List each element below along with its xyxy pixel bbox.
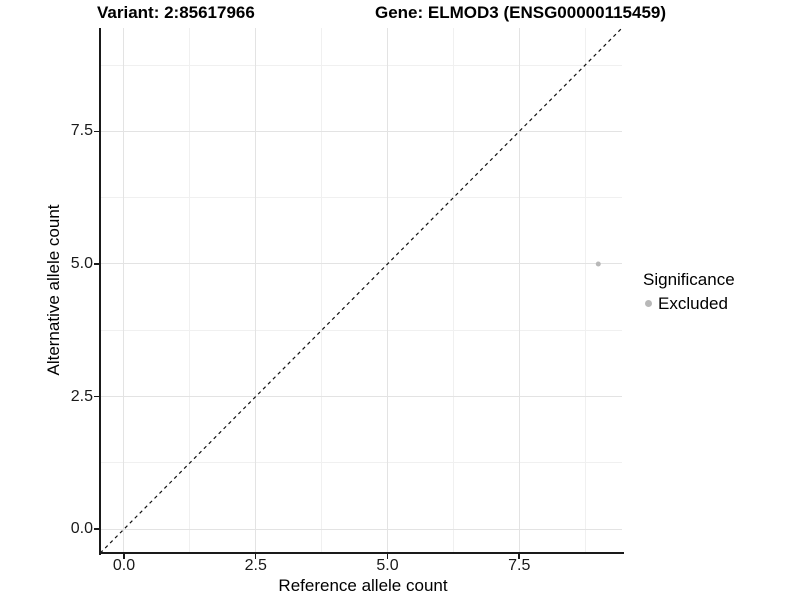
y-tick-mark xyxy=(94,395,99,398)
legend-key-dot xyxy=(645,300,652,307)
minor-gridline-horizontal xyxy=(100,329,622,331)
major-gridline-horizontal xyxy=(100,396,622,398)
y-tick-label: 7.5 xyxy=(70,122,93,140)
x-tick-mark xyxy=(386,554,389,559)
minor-gridline-vertical xyxy=(189,28,191,553)
minor-gridline-vertical xyxy=(452,28,454,553)
minor-gridline-horizontal xyxy=(100,462,622,464)
legend-entry-label: Excluded xyxy=(658,294,728,313)
identity-line xyxy=(100,28,622,553)
legend-entries: Excluded xyxy=(643,294,735,313)
plot-title-variant: Variant: 2:85617966 xyxy=(97,3,255,22)
legend: Significance Excluded xyxy=(643,270,735,313)
minor-gridline-horizontal xyxy=(100,197,622,199)
x-tick-label: 5.0 xyxy=(376,557,399,574)
major-gridline-vertical xyxy=(386,28,388,553)
x-tick-label: 7.5 xyxy=(508,557,531,574)
x-tick-label: 2.5 xyxy=(244,557,267,574)
plot-panel xyxy=(100,28,622,553)
y-tick-label: 5.0 xyxy=(70,254,93,272)
y-axis-line xyxy=(99,28,101,555)
minor-gridline-vertical xyxy=(321,28,323,553)
y-tick-label: 2.5 xyxy=(70,387,93,405)
major-gridline-vertical xyxy=(518,28,520,553)
x-tick-mark xyxy=(254,554,257,559)
y-tick-mark xyxy=(94,263,99,265)
major-gridline-vertical xyxy=(255,28,257,553)
y-axis-title: Alternative allele count xyxy=(44,204,63,376)
legend-entry: Excluded xyxy=(643,294,735,313)
major-gridline-vertical xyxy=(123,28,125,553)
major-gridline-horizontal xyxy=(100,528,622,530)
minor-gridline-horizontal xyxy=(100,64,622,66)
y-tick-label: 0.0 xyxy=(70,520,93,538)
y-tick-mark xyxy=(94,528,99,530)
legend-title: Significance xyxy=(643,270,735,289)
x-tick-label: 0.0 xyxy=(112,557,136,574)
plot-title-gene: Gene: ELMOD3 (ENSG00000115459) xyxy=(375,3,667,22)
major-gridline-horizontal xyxy=(100,130,622,132)
major-gridline-horizontal xyxy=(100,263,622,265)
y-tick-mark xyxy=(94,130,99,133)
panel-svg-layer xyxy=(100,28,622,553)
x-tick-mark xyxy=(123,554,125,559)
x-axis-title: Reference allele count xyxy=(278,576,448,595)
data-point xyxy=(595,261,601,267)
minor-gridline-vertical xyxy=(584,28,586,553)
x-axis-line xyxy=(99,552,624,554)
x-tick-mark xyxy=(518,554,520,559)
